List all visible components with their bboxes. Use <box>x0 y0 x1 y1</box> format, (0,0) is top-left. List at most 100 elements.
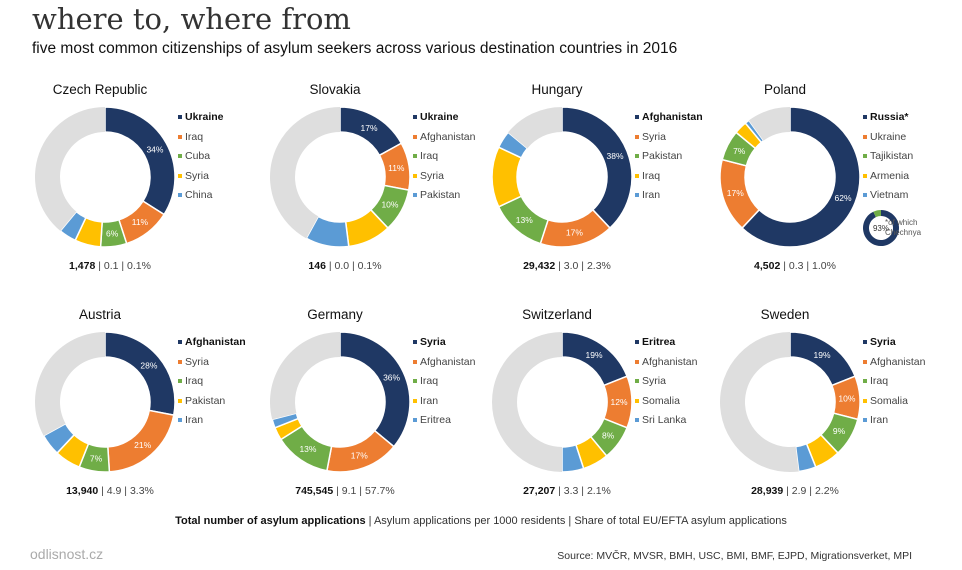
data-label: 11% <box>388 163 405 173</box>
legend-item: Ukraine <box>178 108 224 128</box>
legend-swatch <box>863 193 867 198</box>
stat-total: 13,940 <box>66 485 99 497</box>
legend-item: Syria <box>413 167 475 187</box>
legend-swatch <box>413 359 417 364</box>
legend-label: Syria <box>185 355 209 368</box>
legend-item: Eritrea <box>413 411 475 431</box>
legend-label: Syria <box>185 169 209 182</box>
legend-label: Ukraine <box>185 111 224 123</box>
legend-swatch <box>863 134 867 139</box>
chart-stats: 27,207 | 3.3 | 2.1% <box>523 485 611 497</box>
segment-russia <box>741 106 861 248</box>
legend-item: Pakistan <box>413 186 475 206</box>
legend-label: Iran <box>870 414 889 426</box>
legend-label: Armenia <box>870 169 910 182</box>
legend-label: Eritrea <box>642 336 676 348</box>
legend: Afghanistan Syria Pakistan Iraq Iran <box>635 108 703 206</box>
chart-title: Slovakia <box>309 82 361 97</box>
legend-label: Cuba <box>185 150 211 162</box>
legend-item: Syria <box>635 372 697 392</box>
legend: Ukraine Iraq Cuba Syria China <box>178 108 224 206</box>
legend-label: Sri Lanka <box>642 414 687 426</box>
segment-afghanistan <box>561 106 633 230</box>
donut-panel-hungary: Hungary Afghanistan Syria Pakistan Iraq Iran… <box>457 70 703 280</box>
legend-swatch <box>178 340 182 345</box>
legend-item: Somalia <box>863 392 925 412</box>
legend-swatch <box>413 418 417 423</box>
legend-item: Vietnam <box>863 186 913 206</box>
segment-iran <box>794 442 817 473</box>
stat-share: 0.1% <box>357 260 382 272</box>
legend-swatch <box>863 154 867 159</box>
legend-label: Afghanistan <box>420 355 476 368</box>
legend-label: Afghanistan <box>870 355 926 368</box>
segment-other <box>508 107 562 149</box>
data-label: 19% <box>814 350 831 360</box>
legend-label: Iran <box>185 414 204 426</box>
data-label: 11% <box>132 217 149 227</box>
chart-title: Switzerland <box>522 307 592 322</box>
chart-title: Austria <box>78 307 122 322</box>
data-label: 10% <box>838 393 855 403</box>
data-label: 12% <box>610 397 627 407</box>
legend-label: Afghanistan <box>642 111 703 123</box>
legend-label: Iraq <box>420 150 439 162</box>
legend-swatch <box>178 134 182 139</box>
legend-swatch <box>635 115 639 120</box>
legend-item: Ukraine <box>863 128 913 148</box>
legend-label: Afghanistan <box>642 355 698 368</box>
legend-label: Vietnam <box>870 189 909 201</box>
legend-label: Iran <box>420 394 439 407</box>
legend-swatch <box>413 398 417 403</box>
data-label: 8% <box>602 431 615 441</box>
legend-item: Syria <box>635 128 703 148</box>
legend-label: Iraq <box>185 130 204 143</box>
stat-per-1000: 9.1 <box>341 485 357 497</box>
legend-swatch <box>863 418 867 423</box>
donut-chart: 34% 11% 6% <box>34 106 176 248</box>
legend-swatch <box>635 173 639 178</box>
legend-swatch <box>863 340 867 345</box>
stat-total: 28,939 <box>751 485 784 497</box>
stat-share: 1.0% <box>812 260 836 272</box>
segment-other <box>720 332 799 472</box>
legend: Eritrea Afghanistan Syria Somalia Sri Lanka <box>635 333 697 431</box>
chart-stats: 28,939 | 2.9 | 2.2% <box>751 485 839 497</box>
data-label: 28% <box>140 361 157 371</box>
legend-item: Pakistan <box>635 147 703 167</box>
donut-chart: 19% 10% 9% <box>720 331 861 473</box>
data-label: 10% <box>381 199 398 209</box>
legend-swatch <box>178 193 182 198</box>
legend-item: China <box>178 186 224 206</box>
chart-title: Hungary <box>531 82 583 97</box>
legend-swatch <box>413 340 417 345</box>
legend-label: Eritrea <box>420 414 451 426</box>
legend-swatch <box>413 379 417 384</box>
data-label: 17% <box>361 123 378 133</box>
chart-title: Poland <box>763 82 807 97</box>
legend-swatch <box>413 115 417 120</box>
inset-segment-other <box>873 210 881 218</box>
legend-swatch <box>178 115 182 120</box>
chart-title: Sweden <box>760 307 810 322</box>
legend-item: Syria <box>413 333 475 353</box>
legend-swatch <box>635 340 639 345</box>
segment-syria <box>339 331 411 448</box>
legend-swatch <box>178 173 182 178</box>
stat-share: 2.3% <box>586 260 611 272</box>
legend-swatch <box>413 154 417 159</box>
legend-item: Pakistan <box>178 392 246 412</box>
legend-item: Iran <box>178 411 246 431</box>
legend-swatch <box>178 418 182 423</box>
data-label: 13% <box>516 215 533 225</box>
legend-item: Armenia <box>863 167 913 187</box>
data-label: 9% <box>833 426 846 436</box>
legend-item: Iran <box>413 392 475 412</box>
stat-per-1000: 3.0 <box>563 260 579 272</box>
legend-item: Iraq <box>863 372 925 392</box>
legend: Syria Afghanistan Iraq Iran Eritrea <box>413 333 475 431</box>
segment-other <box>270 107 340 239</box>
segment-other <box>270 332 340 420</box>
data-label: 21% <box>134 440 151 450</box>
page-subtitle: five most common citizenships of asylum … <box>32 40 678 57</box>
